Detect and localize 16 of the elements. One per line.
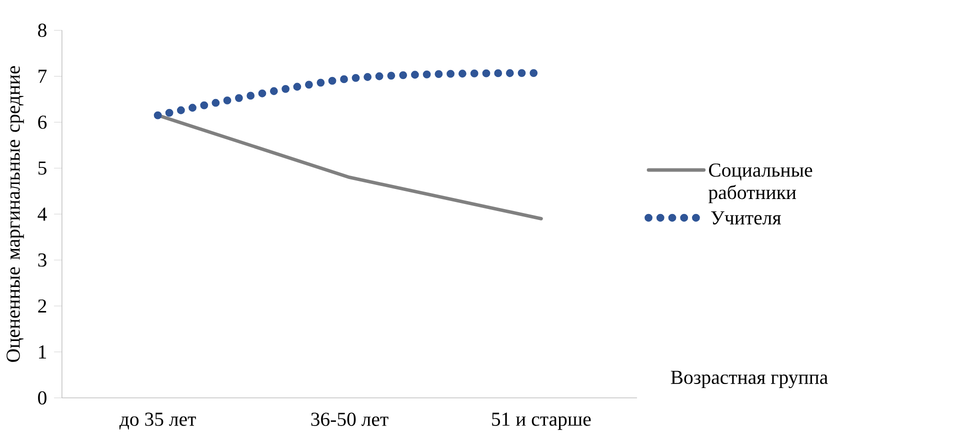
y-tick-label: 8	[38, 24, 46, 38]
y-tick-label: 3	[38, 254, 46, 267]
x-axis-title: Возрастная группа	[670, 371, 828, 388]
y-tick-label: 4	[38, 208, 47, 221]
y-tick-label: 1	[39, 346, 46, 359]
y-axis-title: Оцененные маргинальные средние	[6, 66, 24, 362]
legend-label: Учителя	[711, 212, 781, 225]
y-tick-label: 6	[38, 116, 47, 130]
x-tick-label: до 35 лет	[119, 412, 196, 430]
y-tick-label: 2	[38, 300, 46, 313]
y-tick-label: 5	[38, 162, 46, 175]
x-tick-label: 51 и старше	[492, 412, 591, 430]
legend-label: Социальные работники	[708, 164, 812, 204]
y-tick-label: 0	[38, 391, 46, 405]
x-tick-label: 36-50 лет	[311, 412, 388, 426]
y-tick-label: 7	[38, 70, 47, 83]
